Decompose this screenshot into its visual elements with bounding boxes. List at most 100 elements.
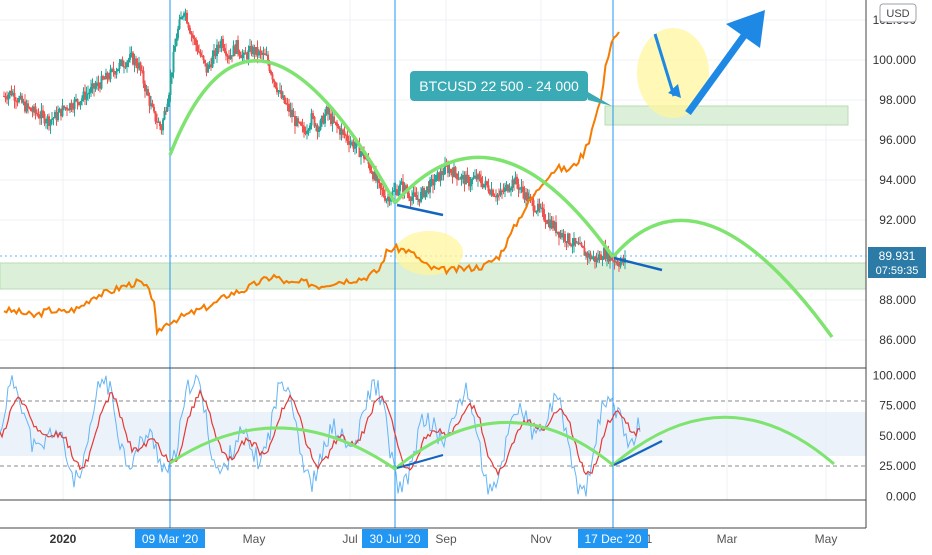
candle-body (441, 171, 443, 175)
candle-body (559, 232, 562, 238)
candle-body (208, 64, 211, 66)
candle-body (465, 174, 467, 185)
candle-body (61, 105, 64, 117)
candle-body (312, 113, 314, 117)
candle-body (409, 198, 412, 201)
candle-body (154, 111, 157, 122)
trendline-jul (396, 203, 444, 217)
candle-body (480, 177, 482, 184)
candle-body (124, 66, 127, 68)
osc-trendline-dec (613, 440, 663, 466)
candle-body (567, 233, 569, 244)
candle-body (421, 188, 424, 192)
candle-body (82, 91, 85, 99)
candle-body (51, 118, 53, 120)
price-candles (3, 8, 626, 272)
candle-body (375, 171, 377, 182)
candle-body (99, 85, 101, 89)
annotation-callout: BTCUSD 22 500 - 24 000 (410, 71, 612, 106)
candle-body (600, 254, 602, 260)
candle-body (435, 175, 437, 182)
time-axis: 2020 May Jul Sep Nov Mar May 1 09 Mar '2… (50, 529, 837, 548)
candle-body (193, 38, 196, 40)
candle-body (322, 115, 325, 124)
candle-body (102, 76, 104, 79)
candle-body (385, 199, 388, 201)
time-label-may-1: May (243, 532, 266, 546)
candle-body (463, 175, 466, 185)
candle-body (327, 106, 329, 115)
candle-body (582, 245, 584, 248)
candle-body (400, 181, 403, 185)
currency-label: USD (886, 8, 909, 20)
candle-body (132, 52, 134, 65)
candle-body (243, 52, 245, 55)
candle-body (549, 219, 551, 229)
candle-body (145, 89, 148, 92)
target-zone (604, 105, 849, 126)
candle-body (456, 173, 458, 180)
candle-body (408, 193, 410, 199)
candle-body (271, 74, 274, 80)
candle-body (189, 27, 191, 34)
candle-body (142, 70, 145, 84)
candle-body (106, 72, 109, 79)
candle-body (291, 109, 293, 117)
candle-body (568, 233, 571, 245)
osc-tick-2: 50.000 (879, 429, 916, 443)
candle-body (352, 141, 355, 149)
candle-body (603, 247, 605, 260)
candle-body (468, 176, 470, 187)
candle-body (75, 98, 77, 100)
candle-body (199, 52, 202, 56)
candle-body (268, 62, 271, 72)
candle-body (490, 189, 493, 195)
candle-body (451, 172, 454, 178)
candle-body (66, 107, 68, 110)
candle-body (63, 105, 65, 109)
candle-body (417, 198, 419, 200)
candle-body (546, 222, 548, 224)
candle-body (492, 189, 494, 196)
candle-body (424, 190, 427, 198)
candle-body (228, 55, 230, 60)
candle-body (60, 108, 62, 117)
annotation-text: BTCUSD 22 500 - 24 000 (419, 78, 579, 94)
candle-body (349, 142, 352, 145)
candle-body (150, 103, 152, 106)
candle-body (388, 196, 391, 202)
candle-body (499, 190, 502, 195)
candle-body (103, 78, 106, 80)
candle-body (606, 249, 608, 259)
candle-body (472, 177, 475, 179)
candle-body (169, 77, 172, 95)
candle-body (343, 131, 346, 136)
candle-body (180, 17, 182, 20)
candle-body (307, 129, 310, 131)
candle-body (298, 122, 301, 124)
candle-body (190, 33, 193, 36)
candle-body (495, 196, 497, 198)
candle-body (321, 115, 323, 121)
candle-body (369, 163, 371, 171)
candle-body (234, 45, 236, 54)
candle-body (337, 126, 340, 128)
candle-body (579, 243, 581, 245)
candle-body (201, 55, 203, 57)
osc-arc-3 (612, 415, 835, 467)
candle-body (378, 178, 380, 184)
currency-badge[interactable]: USD (879, 3, 917, 23)
time-label-nov: Nov (530, 532, 551, 546)
candle-body (285, 103, 287, 105)
candle-body (258, 50, 260, 56)
candle-body (286, 103, 289, 105)
candle-body (151, 103, 154, 107)
candle-body (510, 187, 512, 191)
candle-body (289, 109, 292, 112)
arrow-up (685, 10, 765, 116)
time-label-partial: 1 (646, 532, 653, 546)
candle-body (373, 171, 376, 180)
candle-body (121, 59, 124, 67)
candle-body (244, 52, 247, 55)
